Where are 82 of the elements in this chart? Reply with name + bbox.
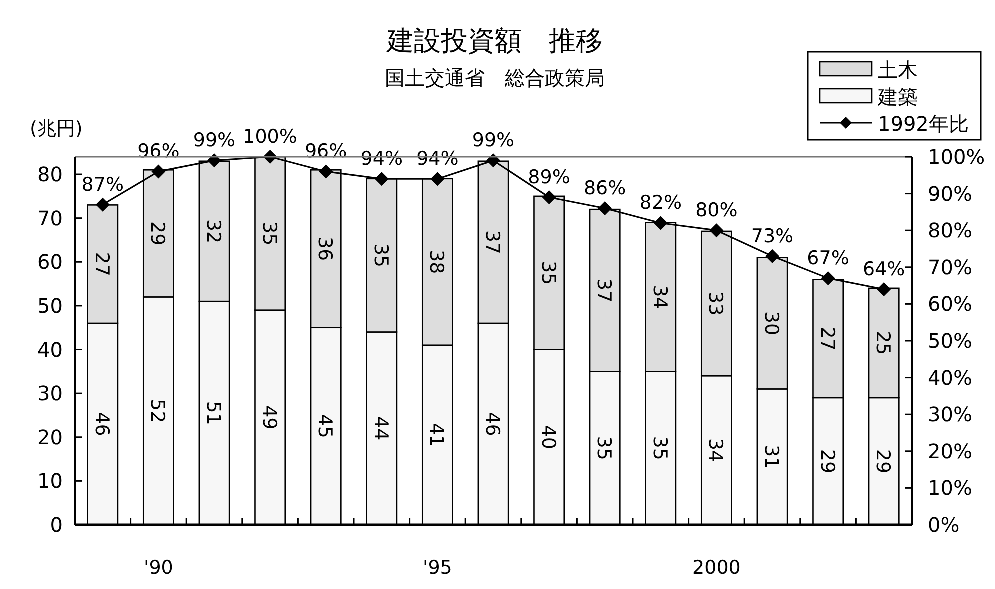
y2-tick-label: 20% (928, 439, 972, 464)
y-tick-label: 20 (38, 425, 63, 450)
data-label: 35 (648, 436, 671, 460)
data-label: 37 (593, 278, 616, 303)
x-tick-label: 2000 (692, 557, 741, 579)
data-label: 35 (258, 222, 280, 246)
point (710, 224, 724, 238)
y2-tick-label: 30% (928, 402, 972, 427)
data-label: 99% (472, 130, 515, 152)
y2-tick-label: 0% (928, 513, 960, 537)
y2-tick-label: 100% (928, 145, 986, 169)
y-tick-label: 80 (38, 162, 63, 187)
point (430, 172, 445, 186)
data-label: 29 (816, 449, 838, 474)
data-label: 87% (82, 174, 124, 196)
y2-tick-label: 50% (928, 329, 972, 353)
point (654, 216, 668, 230)
y-tick-label: 30 (38, 382, 63, 406)
data-label: 89% (528, 166, 570, 188)
x-tick-label: '95 (422, 557, 452, 579)
legend-label: 1992年比 (878, 112, 969, 136)
y2-tick-label: 70% (928, 255, 972, 280)
data-label: 99% (193, 130, 236, 152)
point (542, 190, 556, 204)
data-label: 38 (426, 250, 448, 274)
data-label: 46 (482, 412, 504, 436)
x-tick-label: '90 (144, 557, 174, 579)
data-label: 49 (258, 406, 280, 430)
data-label: 29 (872, 449, 894, 474)
point (152, 164, 166, 179)
data-label: 37 (482, 230, 504, 255)
data-label: 34 (704, 438, 727, 463)
data-label: 52 (146, 399, 169, 424)
data-label: 36 (314, 236, 336, 262)
y-axis-title: (兆円) (30, 118, 83, 140)
data-label: 34 (648, 285, 671, 310)
data-label: 35 (593, 436, 616, 460)
data-label: 45 (314, 414, 336, 439)
data-label: 31 (760, 445, 782, 470)
data-label: 86% (584, 178, 626, 200)
data-label: 27 (816, 326, 838, 351)
point (319, 164, 334, 179)
data-label: 80% (696, 200, 738, 222)
point (96, 198, 110, 212)
data-label: 46 (90, 412, 113, 436)
data-label: 33 (704, 292, 727, 316)
data-label: 35 (370, 243, 392, 268)
data-label: 73% (751, 225, 794, 248)
data-label: 51 (202, 401, 224, 426)
legend-label: 土木 (878, 58, 918, 82)
chart-title: 建設投資額 推移 (386, 26, 603, 57)
data-label: 41 (426, 423, 448, 448)
data-label: 29 (146, 222, 169, 246)
data-label: 30 (760, 311, 782, 336)
y-tick-label: 40 (38, 338, 63, 362)
data-label: 67% (807, 247, 850, 270)
data-label: 25 (872, 331, 894, 356)
y2-tick-label: 90% (928, 182, 972, 206)
y-tick-label: 0 (50, 513, 63, 537)
y2-tick-label: 80% (928, 218, 972, 243)
y-tick-label: 50 (38, 294, 63, 318)
y2-tick-label: 10% (928, 476, 972, 500)
y-tick-label: 10 (38, 469, 63, 494)
y2-tick-label: 40% (928, 366, 972, 390)
legend-label: 建築 (877, 85, 918, 109)
data-label: 100% (243, 126, 298, 148)
y2-tick-label: 60% (928, 292, 972, 316)
y-tick-label: 60 (38, 250, 63, 274)
point (821, 271, 836, 286)
chart-subtitle: 国土交通省 総合政策局 (385, 66, 605, 90)
data-label: 44 (370, 416, 392, 441)
data-label: 64% (862, 258, 906, 280)
data-label: 27 (90, 252, 113, 276)
data-label: 82% (640, 192, 682, 214)
data-label: 32 (202, 219, 224, 244)
point (766, 249, 780, 264)
point (877, 282, 892, 296)
data-label: 35 (537, 261, 560, 286)
point (374, 172, 389, 186)
y-tick-label: 70 (38, 206, 63, 230)
point (598, 202, 612, 216)
data-label: 40 (537, 425, 560, 450)
